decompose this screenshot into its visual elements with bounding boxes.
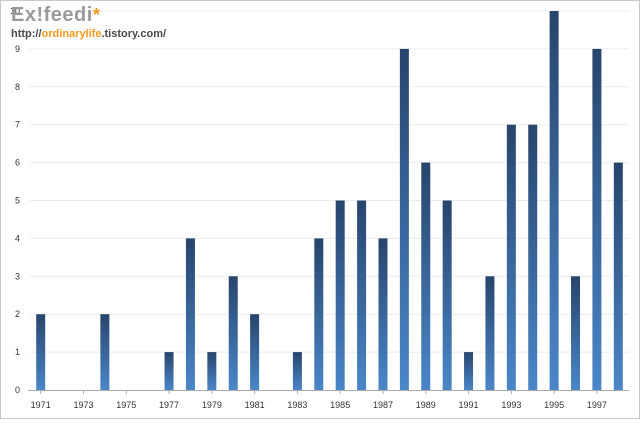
bar-1989 <box>421 162 431 390</box>
x-tick-label: 1997 <box>587 400 607 410</box>
bar-1995 <box>549 11 559 390</box>
watermark-url-prefix: http:// <box>11 28 42 40</box>
bars <box>36 11 623 391</box>
y-tick-label: 10 <box>10 6 20 16</box>
bar-1980 <box>228 276 238 390</box>
x-tick-label: 1977 <box>159 400 179 410</box>
x-tick-label: 1985 <box>330 400 350 410</box>
y-tick-label: 7 <box>15 120 20 130</box>
bar-1986 <box>357 200 367 390</box>
x-tick-label: 1975 <box>116 400 136 410</box>
bar-1997 <box>592 48 602 391</box>
y-tick-label: 1 <box>15 347 20 357</box>
bar-1991 <box>464 352 474 390</box>
x-tick-label: 1991 <box>459 400 479 410</box>
watermark-brand: Ex!feedi <box>11 4 93 26</box>
bar-1984 <box>314 238 324 390</box>
x-tick-label: 1983 <box>287 400 307 410</box>
bar-1998 <box>613 162 623 390</box>
y-tick-label: 4 <box>15 233 20 243</box>
bar-1974 <box>100 314 110 390</box>
y-tick-label: 2 <box>15 309 20 319</box>
x-tick-label: 1971 <box>31 400 51 410</box>
y-axis-tick-labels: 0 1 2 3 4 5 6 7 8 9 10 <box>10 6 20 395</box>
watermark-url: http://ordinarylife.tistory.com/ <box>11 27 166 41</box>
y-tick-label: 9 <box>15 44 20 54</box>
bar-1978 <box>185 238 195 390</box>
x-tick-label: 1993 <box>501 400 521 410</box>
bar-1979 <box>207 352 217 390</box>
watermark-star: * <box>92 5 101 25</box>
y-tick-label: 6 <box>15 158 20 168</box>
bar-1990 <box>442 200 452 390</box>
x-tick-label: 1979 <box>202 400 222 410</box>
watermark-url-suffix: .tistory.com/ <box>101 28 167 40</box>
bar-1994 <box>528 124 538 390</box>
bar-1996 <box>571 276 581 390</box>
bar-1993 <box>506 124 516 390</box>
bar-1987 <box>378 238 388 390</box>
bar-1985 <box>335 200 345 390</box>
watermark-logo: Ex!feedi* <box>11 4 166 26</box>
y-tick-label: 0 <box>15 385 20 395</box>
y-tick-label: 8 <box>15 82 20 92</box>
bar-1977 <box>164 352 174 390</box>
x-tick-label: 1981 <box>245 400 265 410</box>
x-axis-tick-labels: 1971 1973 1975 1977 1979 1981 1983 1985 1987 1989… <box>31 391 607 410</box>
x-tick-label: 1995 <box>544 400 564 410</box>
x-tick-label: 1973 <box>73 400 93 410</box>
watermark: Ex!feedi* http://ordinarylife.tistory.co… <box>11 4 166 41</box>
watermark-url-highlight: ordinarylife <box>41 28 102 40</box>
bar-1992 <box>485 276 495 390</box>
bar-1971 <box>36 314 46 390</box>
y-tick-label: 3 <box>15 271 20 281</box>
bar-1988 <box>399 48 409 391</box>
grid-lines <box>30 10 629 353</box>
x-tick-label: 1987 <box>373 400 393 410</box>
x-tick-label: 1989 <box>416 400 436 410</box>
bar-1983 <box>292 352 302 390</box>
y-tick-label: 5 <box>15 196 20 206</box>
bar-1981 <box>250 314 260 390</box>
